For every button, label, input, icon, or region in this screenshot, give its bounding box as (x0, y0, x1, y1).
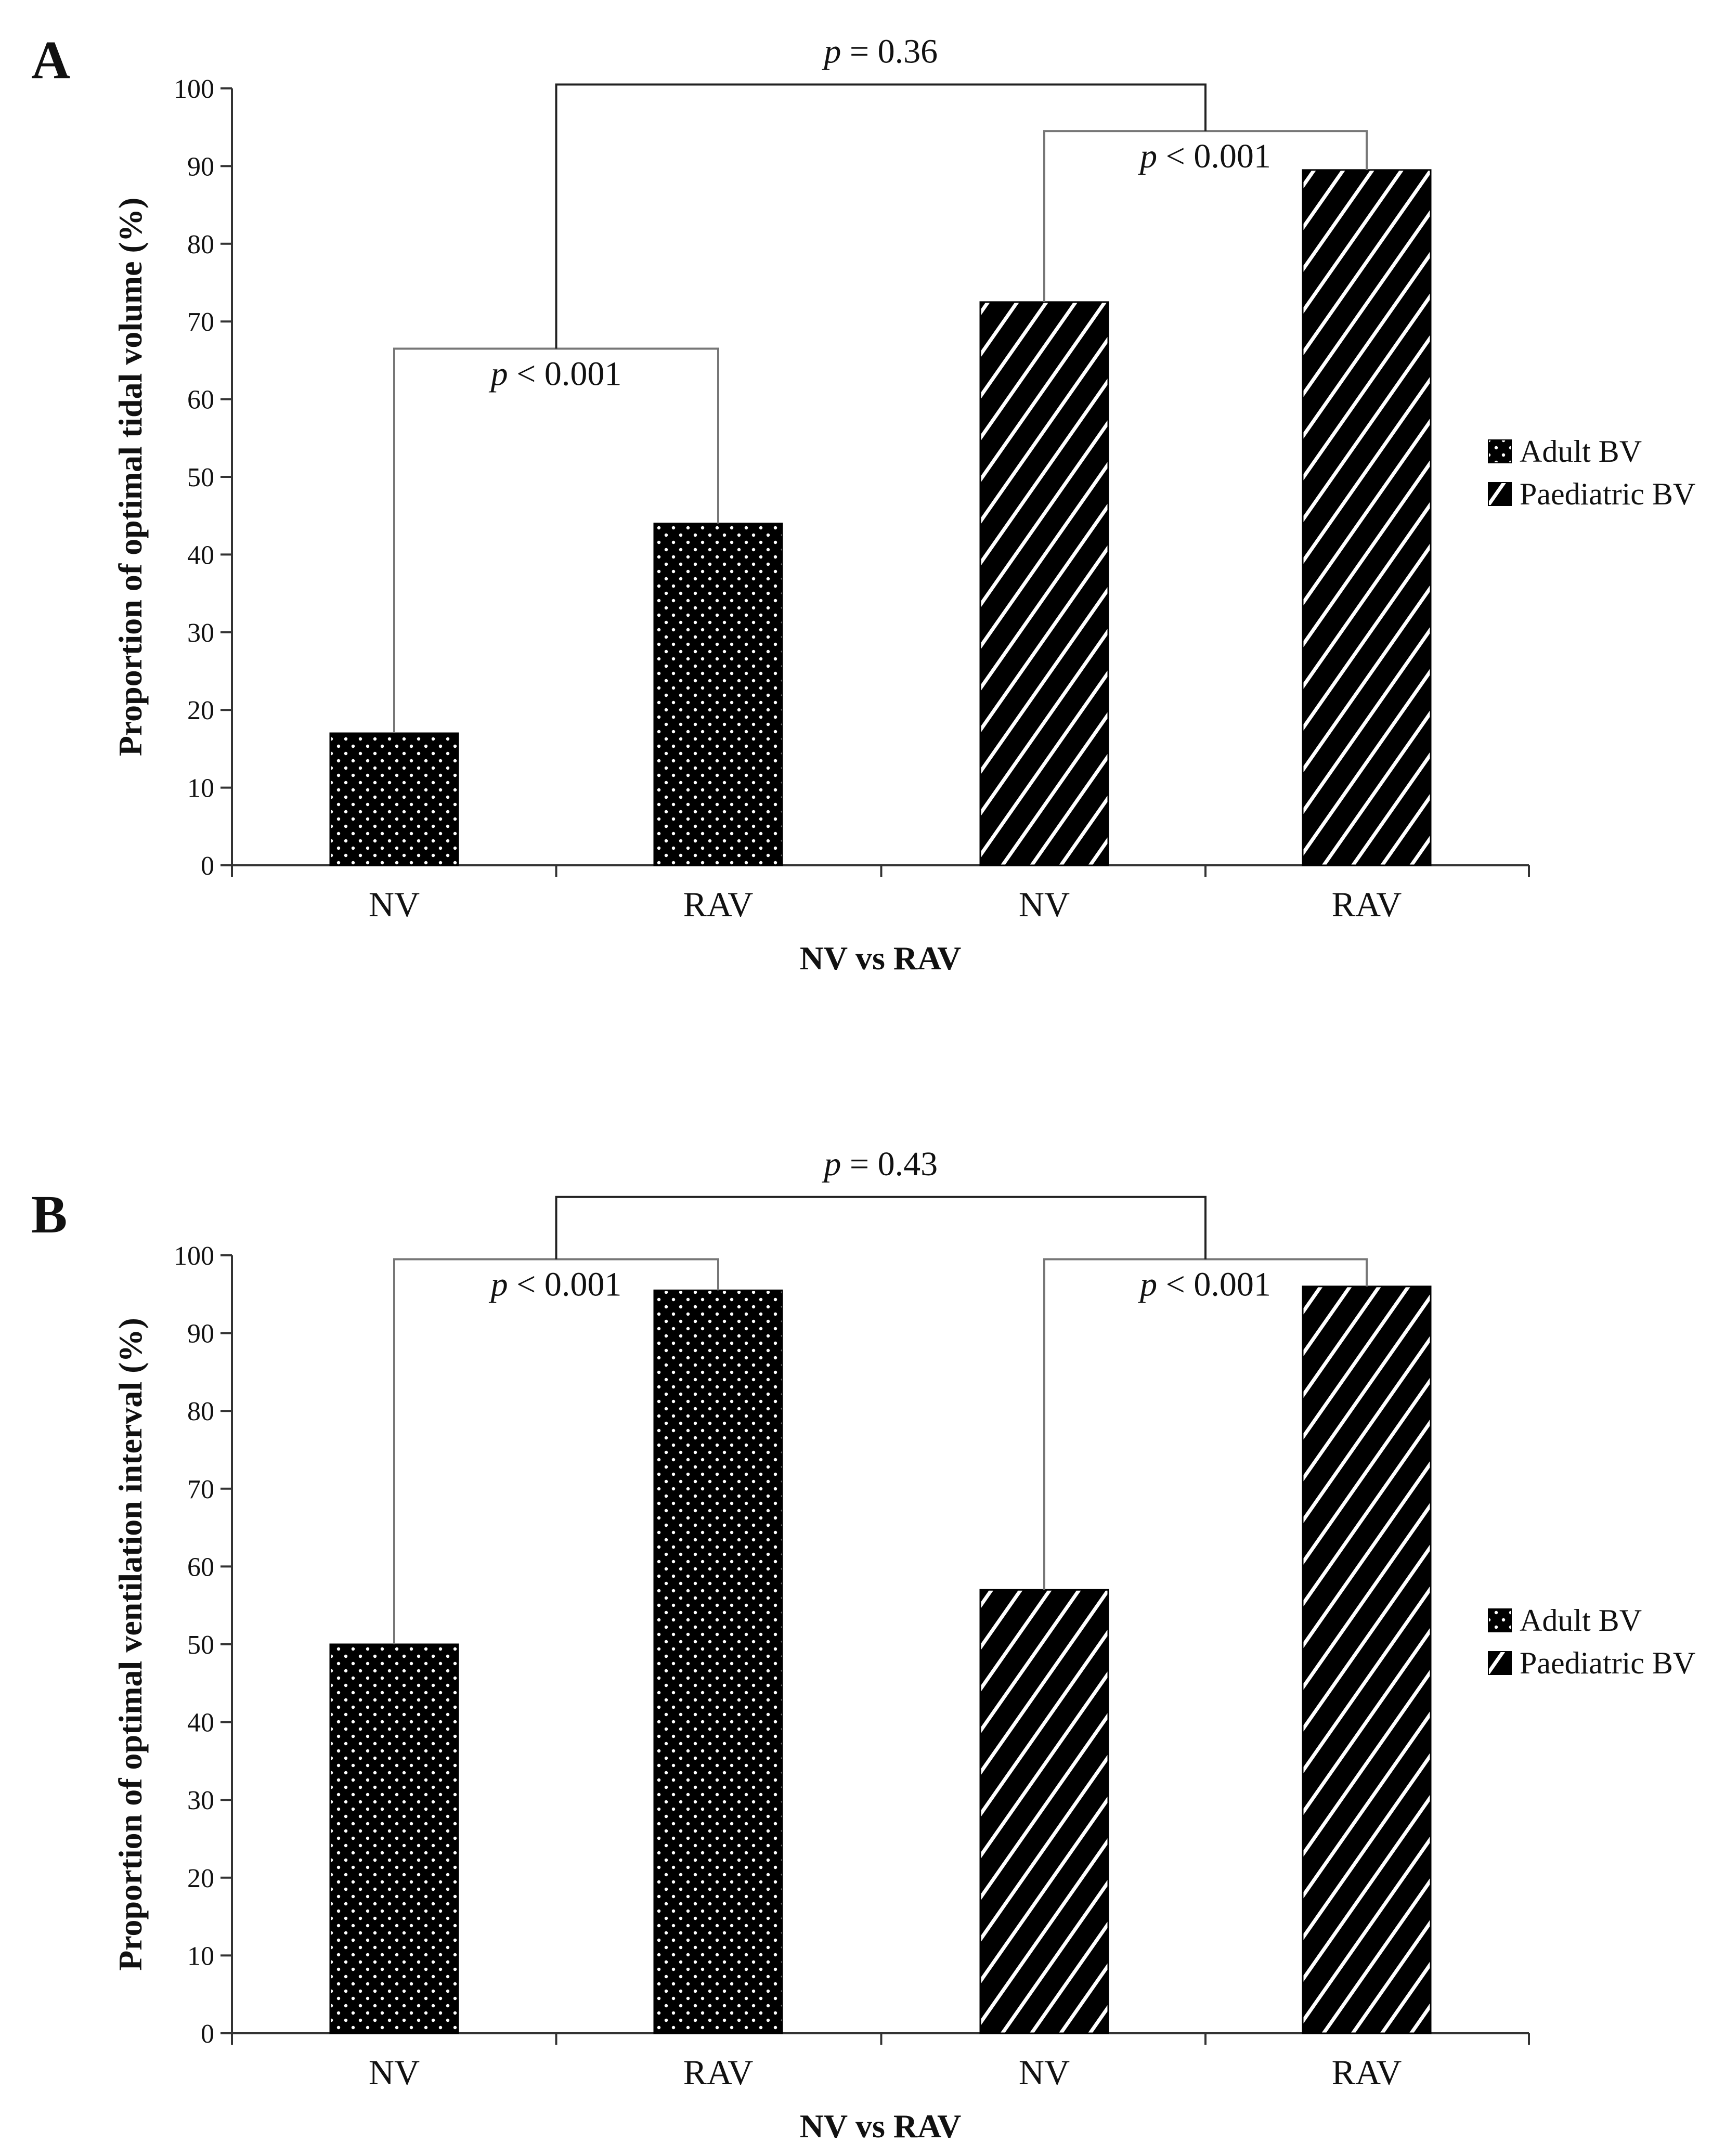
panel-b-chart: B 0 10 20 30 40 50 60 70 80 90 100 NV RAV NV RAV NV vs R… (31, 1145, 1695, 2145)
x-tick-label: RAV (1332, 2053, 1402, 2092)
x-tick-label: RAV (1332, 885, 1402, 924)
significance-bracket (555, 83, 1207, 349)
bar-nv-adult (329, 732, 459, 866)
x-axis-title: NV vs RAV (800, 940, 962, 977)
bar-nv-paediatric (979, 301, 1109, 866)
x-tick-label: RAV (683, 885, 754, 924)
y-tick-label: 60 (187, 385, 214, 415)
y-tick-label: 80 (187, 230, 214, 259)
bar-rav-paediatric (1302, 1285, 1432, 2034)
bar-rav-paediatric (1302, 169, 1432, 866)
panel-letter: A (31, 30, 70, 90)
x-tick-label: NV (369, 885, 420, 924)
y-tick-label: 80 (187, 1397, 214, 1426)
legend-label: Adult BV (1520, 1603, 1642, 1638)
legend-swatch-adult (1488, 1608, 1512, 1632)
bar-nv-adult (329, 1643, 459, 2034)
y-tick-label: 60 (187, 1552, 214, 1582)
p-value-label: p < 0.001 (1138, 137, 1271, 175)
p-value-label: p < 0.001 (489, 355, 622, 393)
y-axis-title: Proportion of optimal ventilation interv… (112, 1318, 149, 1971)
bar-rav-adult (653, 1289, 783, 2034)
y-tick-label: 90 (187, 152, 214, 181)
panel-a-chart: A 0 10 20 30 40 50 60 70 80 90 100 NV RAV NV RAV NV vs R… (31, 30, 1695, 977)
legend-label: Paediatric BV (1520, 477, 1695, 511)
y-tick-label: 30 (187, 1786, 214, 1815)
y-tick-label: 100 (174, 74, 214, 104)
significance-bracket (555, 1196, 1207, 1259)
y-tick-label: 10 (187, 774, 214, 803)
y-tick-label: 20 (187, 1864, 214, 1893)
y-axis-title: Proportion of optimal tidal volume (%) (112, 198, 149, 756)
x-tick-label: NV (369, 2053, 420, 2092)
y-tick-label: 90 (187, 1319, 214, 1349)
y-tick-label: 100 (174, 1241, 214, 1271)
legend-label: Adult BV (1520, 434, 1642, 469)
x-tick-label: RAV (683, 2053, 754, 2092)
p-value-label: p < 0.001 (1138, 1265, 1271, 1303)
p-value-label: p < 0.001 (489, 1265, 622, 1303)
p-value-label: p = 0.43 (822, 1145, 938, 1183)
bar-rav-adult (653, 523, 783, 866)
legend-label: Paediatric BV (1520, 1646, 1695, 1680)
legend-swatch-paediatric (1488, 1651, 1512, 1675)
x-axis-title: NV vs RAV (800, 2108, 962, 2145)
y-tick-label: 20 (187, 696, 214, 725)
y-tick-label: 70 (187, 307, 214, 337)
y-tick-label: 40 (187, 540, 214, 570)
legend-swatch-adult (1488, 439, 1512, 463)
panel-letter: B (31, 1185, 67, 1244)
y-tick-label: 50 (187, 463, 214, 492)
legend-swatch-paediatric (1488, 482, 1512, 506)
y-tick-label: 40 (187, 1708, 214, 1738)
y-tick-label: 50 (187, 1630, 214, 1660)
y-tick-label: 0 (201, 2019, 214, 2049)
y-tick-label: 70 (187, 1475, 214, 1504)
p-value-label: p = 0.36 (822, 33, 938, 71)
y-tick-label: 0 (201, 851, 214, 881)
y-tick-label: 30 (187, 618, 214, 648)
bar-nv-paediatric (979, 1589, 1109, 2034)
y-tick-label: 10 (187, 1941, 214, 1971)
x-tick-label: NV (1019, 2053, 1070, 2092)
x-tick-label: NV (1019, 885, 1070, 924)
